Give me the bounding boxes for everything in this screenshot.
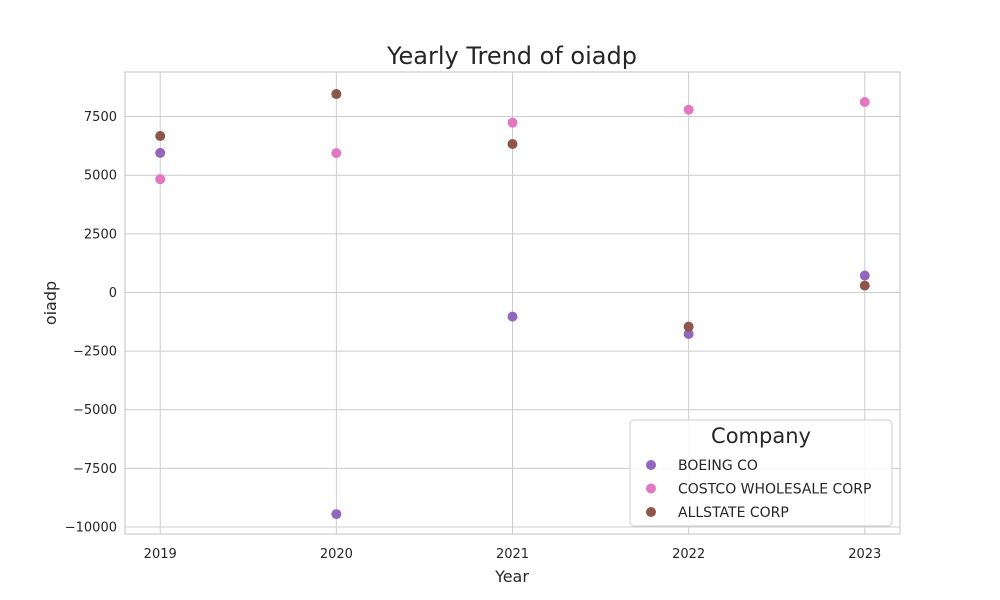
legend-label: ALLSTATE CORP [678, 505, 789, 521]
tick-labels: −10000 −7500 −5000 −2500 0 2500 5000 7500 2019 20… [65, 110, 882, 562]
data-point [331, 148, 342, 159]
y-tick-label: −2500 [73, 345, 117, 360]
data-point [155, 147, 166, 158]
legend-box [629, 419, 893, 527]
y-tick-label: 5000 [84, 169, 117, 184]
legend-items: BOEING CO COSTCO WHOLESALE CORP ALLSTATE C… [646, 458, 871, 521]
y-tick-label: 7500 [84, 110, 117, 125]
legend-marker [646, 507, 656, 517]
y-tick-label: 2500 [84, 227, 117, 242]
y-axis-label: oiadp [41, 281, 60, 325]
legend-marker [646, 460, 656, 470]
data-point [859, 97, 870, 108]
chart-title: Yearly Trend of oiadp [386, 42, 637, 70]
x-tick-label: 2022 [672, 547, 705, 562]
data-point [859, 270, 870, 281]
legend-label: COSTCO WHOLESALE CORP [678, 482, 871, 498]
x-axis-label: Year [494, 567, 529, 586]
data-point [507, 311, 518, 322]
x-tick-label: 2019 [144, 547, 177, 562]
data-point [859, 280, 870, 291]
legend-label: BOEING CO [678, 458, 758, 474]
data-point [507, 117, 518, 128]
plot-frame [124, 71, 901, 535]
data-point [683, 321, 694, 332]
data-point [683, 104, 694, 115]
legend-marker [646, 483, 656, 494]
legend: Company BOEING CO COSTCO WHOLESALE CORP AL… [629, 419, 893, 527]
y-tick-label: −7500 [73, 462, 117, 477]
data-points [155, 89, 870, 520]
legend-title: Company [711, 424, 811, 448]
data-point [683, 328, 694, 339]
data-point [507, 138, 518, 149]
x-tick-label: 2023 [848, 547, 881, 562]
y-tick-label: −5000 [73, 403, 117, 418]
data-point [331, 509, 342, 520]
data-point [155, 131, 166, 142]
y-tick-label: 0 [109, 286, 117, 301]
x-tick-label: 2021 [496, 547, 529, 562]
data-point [155, 174, 166, 185]
y-tick-label: −10000 [65, 520, 117, 535]
x-tick-label: 2020 [320, 547, 353, 562]
data-point [331, 89, 342, 100]
